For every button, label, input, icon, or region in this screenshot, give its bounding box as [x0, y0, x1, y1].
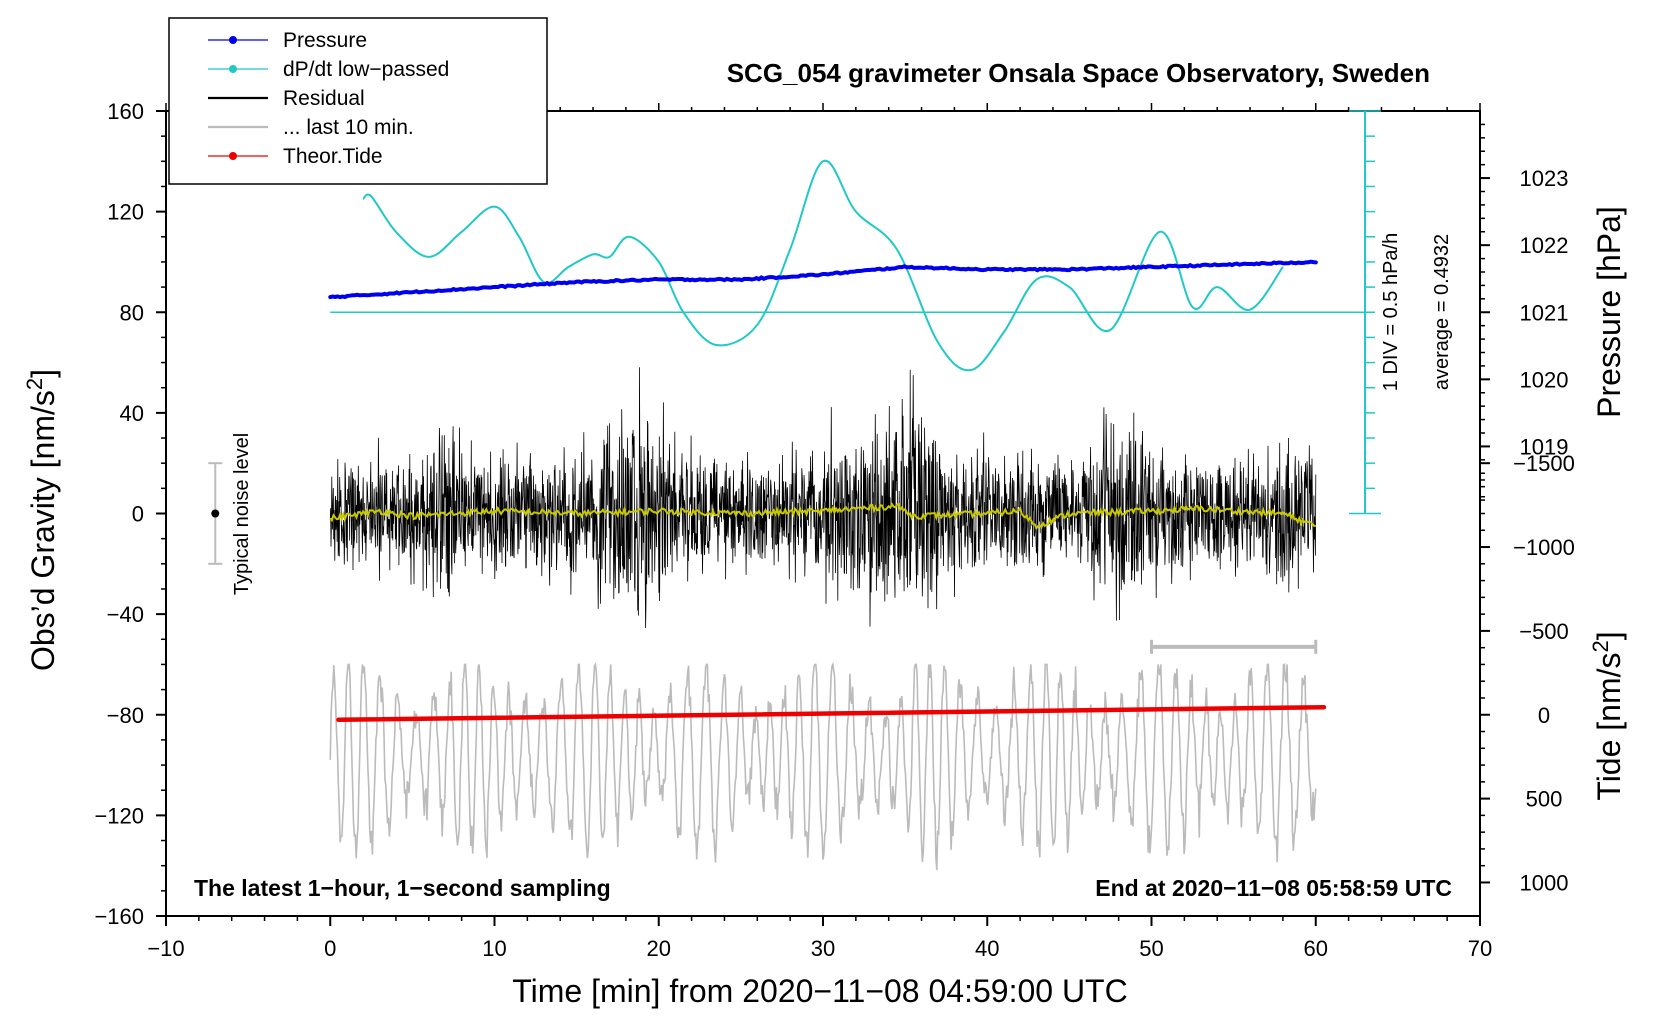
y-tick-label: 160: [107, 99, 144, 124]
legend-last-10-min-label: ... last 10 min.: [283, 116, 414, 139]
x-tick-label: 20: [647, 936, 671, 961]
pressure-tick-label: 1022: [1520, 233, 1569, 258]
tide-line: [336, 704, 1327, 723]
residual-lowpassed-line: [329, 502, 1317, 531]
legend-dpdt-label: dP/dt low−passed: [283, 58, 449, 81]
legend-pressure-label: Pressure: [283, 29, 367, 52]
y-tick-label: −120: [94, 803, 144, 828]
y-tick-label: 0: [132, 502, 144, 527]
tide-tick-label: −1000: [1513, 535, 1575, 560]
pressure-tick-label: 1021: [1520, 300, 1569, 325]
residual-line: [329, 367, 1317, 629]
chart-title: SCG_054 gravimeter Onsala Space Observat…: [727, 58, 1430, 88]
pressure-tick-label: 1019: [1520, 434, 1569, 459]
footer-right: End at 2020−11−08 05:58:59 UTC: [1095, 875, 1452, 901]
tide-tick-label: 1000: [1520, 870, 1569, 895]
x-tick-label: 10: [482, 936, 506, 961]
x-axis-ticks: −10 0 10 20 30 40 50 60 70: [147, 103, 1492, 961]
tide-tick-label: 500: [1526, 787, 1563, 812]
y-tick-label: 40: [120, 401, 144, 426]
legend-residual-label: Residual: [283, 87, 365, 110]
footer-left: The latest 1−hour, 1−second sampling: [194, 875, 611, 901]
x-tick-label: 0: [324, 936, 336, 961]
legend-dpdt-marker: [229, 65, 237, 73]
y-tick-label: −80: [107, 703, 144, 728]
theoretical-tide-series: [336, 704, 1327, 723]
x-axis-title: Time [min] from 2020−11−08 04:59:00 UTC: [512, 973, 1127, 1009]
y-tick-label: 120: [107, 200, 144, 225]
tide-tick-label: 0: [1538, 703, 1550, 728]
residual-lowpassed-series: [329, 502, 1317, 531]
x-tick-label: 50: [1139, 936, 1163, 961]
x-tick-label: 60: [1304, 936, 1328, 961]
dpdt-average-label: average = 0.4932: [1431, 234, 1453, 390]
y-axis-ticks: 160 120 80 40 0 −40 −80 −120 −160: [94, 99, 166, 929]
last-10-min-bar: [1150, 639, 1318, 654]
pressure-series: [328, 259, 1318, 300]
x-tick-label: 70: [1468, 936, 1492, 961]
y-tick-label: −40: [107, 602, 144, 627]
last-10-min-series: [329, 661, 1317, 871]
tide-tick-label: −500: [1519, 619, 1569, 644]
x-tick-label: 30: [811, 936, 835, 961]
pressure-tick-label: 1020: [1520, 367, 1569, 392]
tide-axis-title: Tide [nm/s2]: [1588, 631, 1627, 800]
noise-level-bar: [208, 462, 223, 565]
last-10-min-line: [329, 661, 1317, 871]
legend: Pressure dP/dt low−passed Residual ... last…: [168, 17, 548, 185]
x-tick-label: −10: [147, 936, 184, 961]
y-axis-title: Obs’d Gravity [nm/s2]: [22, 369, 61, 671]
x-tick-label: 40: [975, 936, 999, 961]
legend-theor-tide-label: Theor.Tide: [283, 145, 383, 168]
y-tick-label: 80: [120, 300, 144, 325]
tide-tick-label: −1500: [1513, 451, 1575, 476]
residual-series: [329, 367, 1317, 629]
pressure-axis-title: Pressure [hPa]: [1591, 206, 1627, 418]
pressure-line: [328, 259, 1318, 300]
pressure-axis-ticks: 1023 1022 1021 1020 1019: [1480, 123, 1569, 501]
pressure-tick-label: 1023: [1520, 166, 1569, 191]
dpdt-div-label: 1 DIV = 0.5 hPa/h: [1380, 233, 1402, 391]
y-tick-label: −160: [94, 904, 144, 929]
dpdt-scale-bar: [330, 110, 1382, 515]
legend-theor-tide-marker: [229, 152, 237, 160]
legend-pressure-marker: [229, 36, 237, 44]
noise-level-label: Typical noise level: [231, 433, 253, 595]
tide-axis-ticks: 1000 500 0 −500 −1000 −1500: [1480, 451, 1575, 895]
noise-bar-dot: [211, 509, 220, 518]
